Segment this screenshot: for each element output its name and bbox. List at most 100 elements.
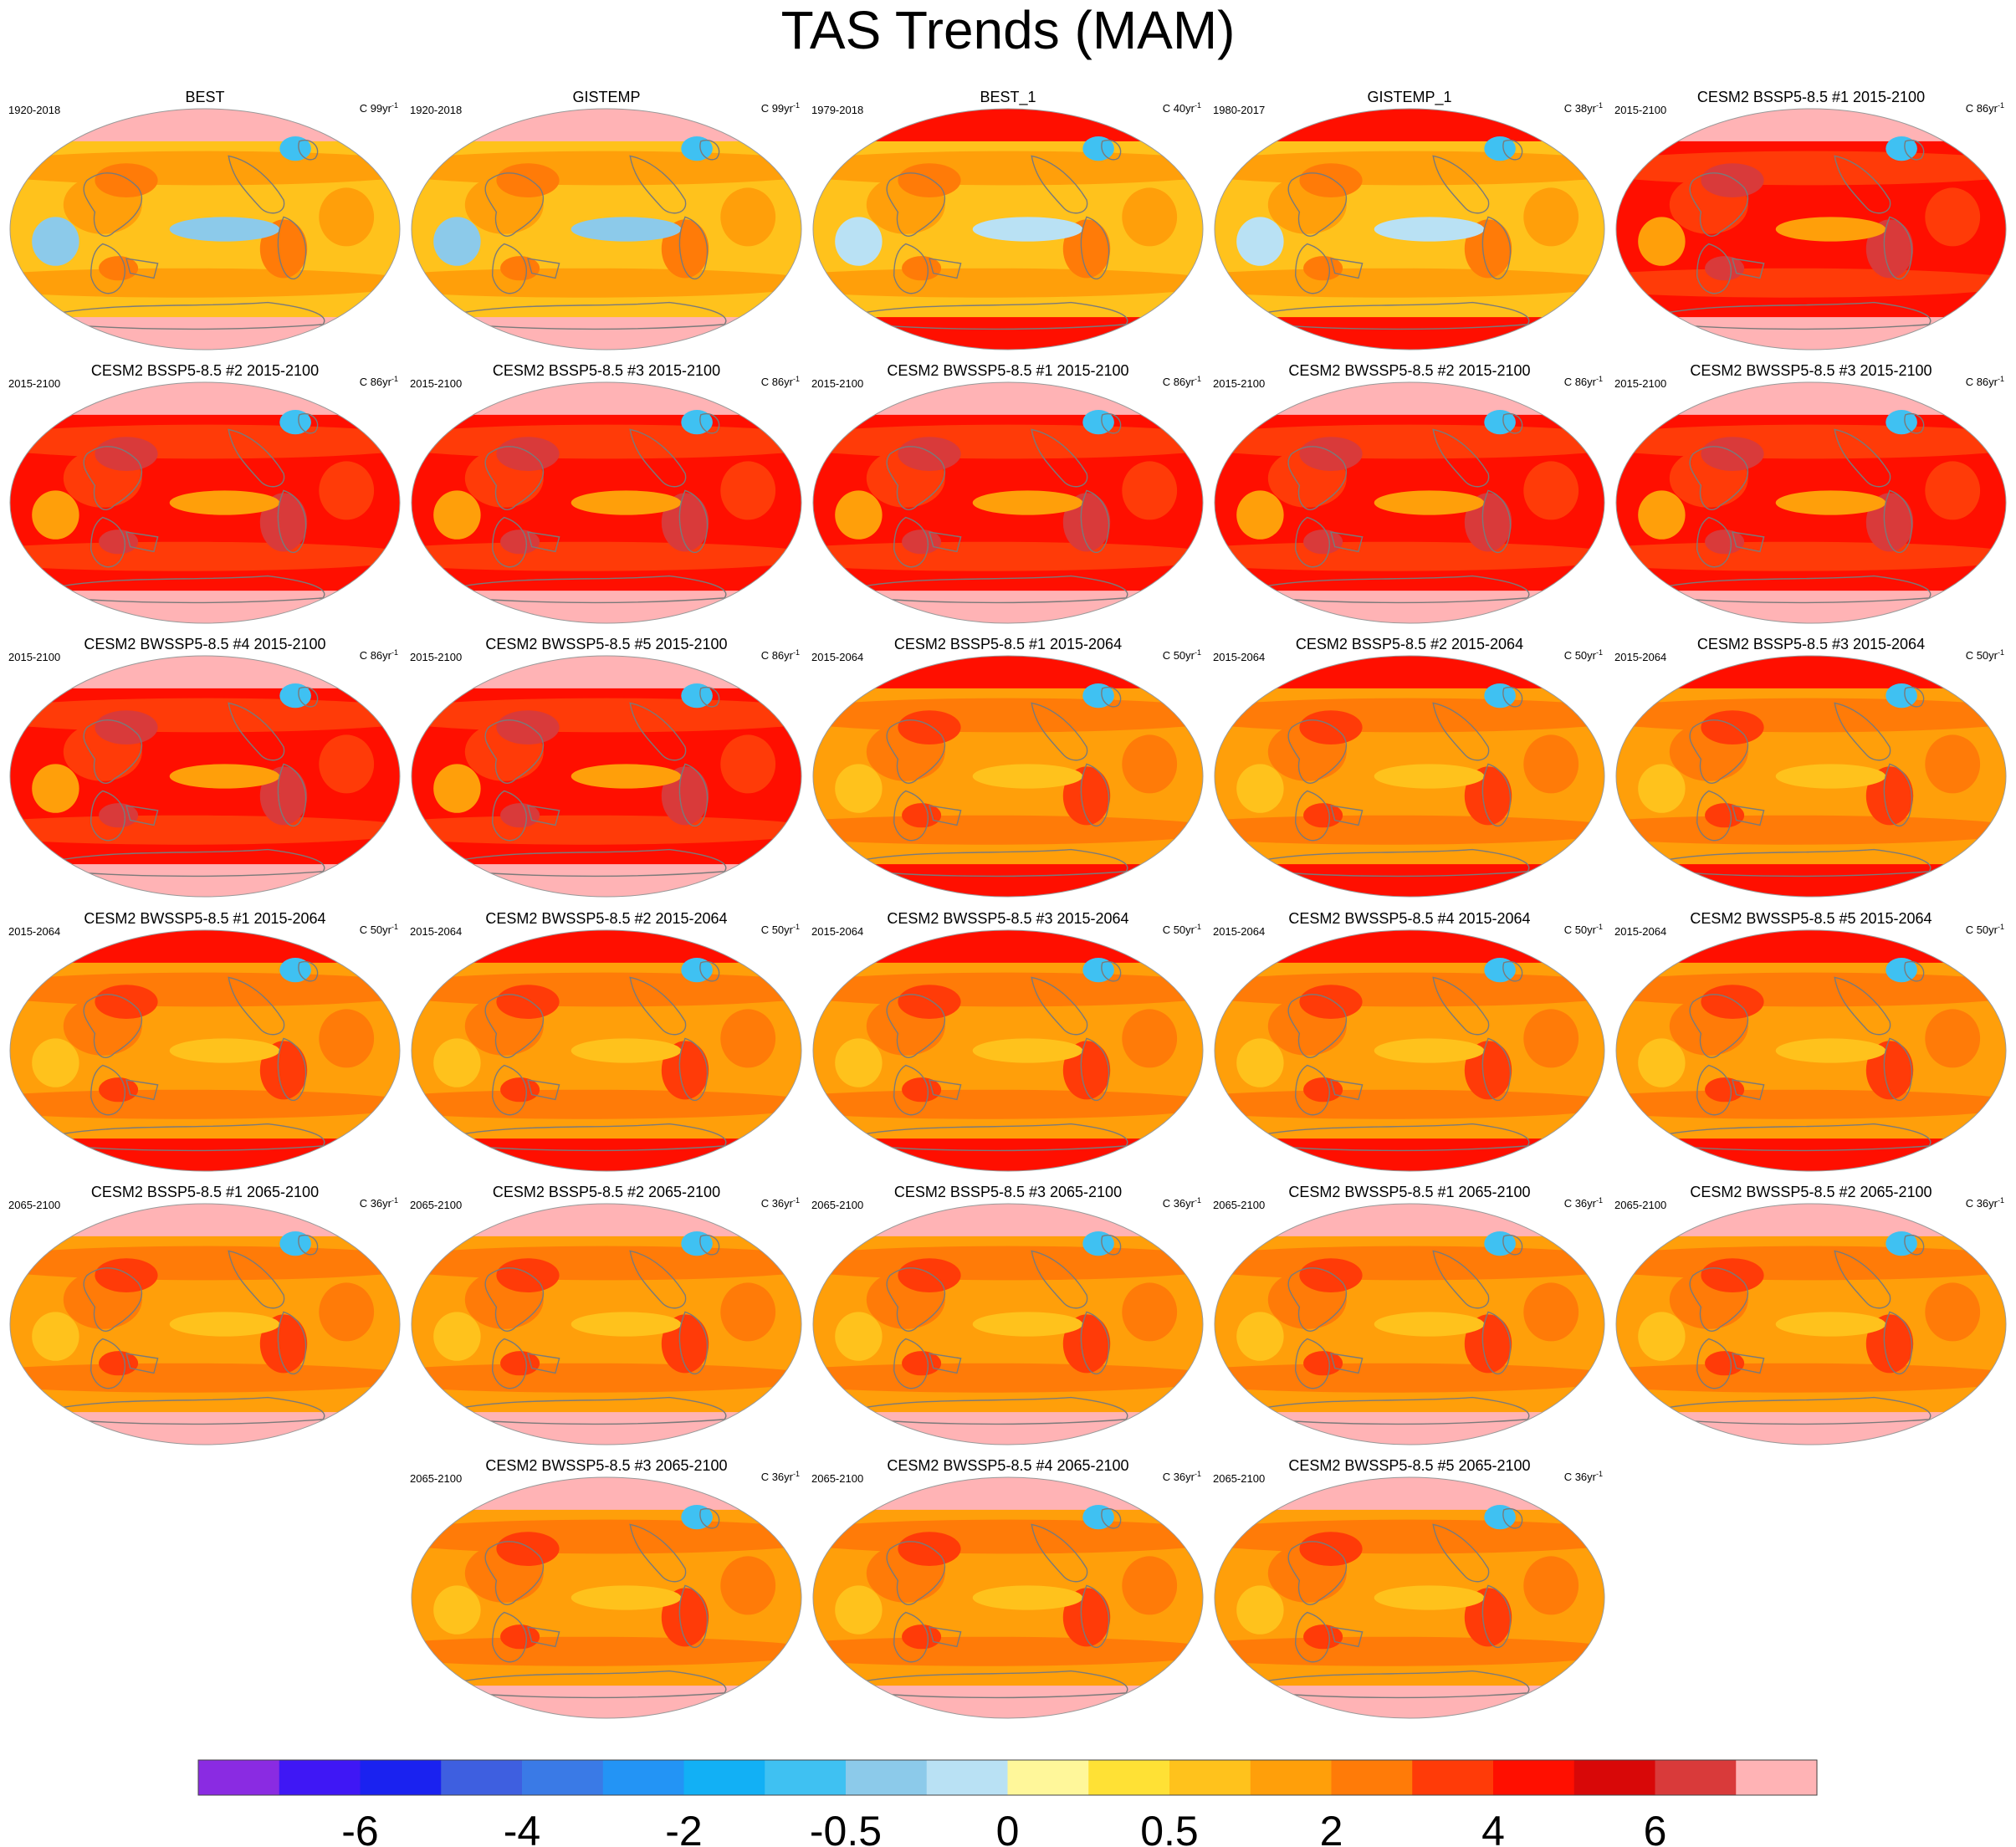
panel-units: C 50yr-1 bbox=[761, 923, 800, 936]
field-region bbox=[1299, 163, 1363, 197]
arctic-region bbox=[10, 930, 400, 963]
coastline bbox=[894, 1339, 929, 1389]
coastline bbox=[1834, 1251, 1890, 1307]
panel-period: 2015-2100 bbox=[8, 377, 60, 390]
coastlines bbox=[465, 414, 726, 603]
panel-title: CESM2 BSSP5-8.5 #1 2015-2100 bbox=[1697, 89, 1925, 105]
field-region bbox=[433, 217, 481, 266]
colorbar-segment bbox=[1493, 1760, 1575, 1795]
field-region bbox=[1705, 256, 1745, 281]
units-exponent: -1 bbox=[793, 1470, 800, 1478]
field-band bbox=[1616, 1246, 2006, 1281]
map-field bbox=[813, 109, 1203, 350]
map-outline bbox=[812, 1203, 1204, 1445]
field-region bbox=[720, 1009, 776, 1068]
map-field bbox=[1616, 109, 2006, 350]
field-band bbox=[412, 1519, 801, 1554]
coastline bbox=[679, 1312, 707, 1374]
field-band bbox=[1215, 541, 1604, 571]
panel-period: 2015-2100 bbox=[1614, 377, 1666, 390]
antarctic-region bbox=[10, 1138, 400, 1171]
coastline bbox=[493, 1066, 527, 1115]
coastline bbox=[929, 806, 961, 825]
coastlines bbox=[64, 141, 325, 330]
coastline bbox=[1081, 764, 1108, 826]
field-region bbox=[319, 461, 375, 520]
field-region bbox=[1299, 437, 1363, 471]
antarctic-region bbox=[813, 1138, 1203, 1171]
map-outline bbox=[411, 108, 802, 350]
coastline bbox=[1268, 850, 1529, 877]
map-panel: CESM2 BWSSP5-8.5 #1 2065-2100 2065-2100 C … bbox=[1213, 1184, 1605, 1445]
coastlines bbox=[1268, 688, 1529, 877]
field-region bbox=[1122, 1282, 1178, 1342]
map-panel: CESM2 BWSSP5-8.5 #5 2015-2100 2015-2100 C … bbox=[410, 636, 802, 898]
map-panel: CESM2 BWSSP5-8.5 #3 2015-2064 2015-2064 C … bbox=[811, 910, 1204, 1172]
coastlines bbox=[64, 688, 325, 877]
coastlines bbox=[867, 414, 1128, 603]
field-band bbox=[10, 1363, 400, 1393]
coastline bbox=[1031, 156, 1087, 212]
arctic-region bbox=[813, 109, 1203, 141]
panel-period: 1920-2018 bbox=[410, 104, 462, 116]
field-band bbox=[1215, 698, 1604, 733]
coastline bbox=[867, 1671, 1128, 1698]
colorbar-segment bbox=[441, 1760, 523, 1795]
coastline bbox=[1482, 1038, 1510, 1100]
field-band bbox=[1215, 815, 1604, 845]
coastline bbox=[228, 429, 284, 486]
coastlines bbox=[867, 141, 1128, 330]
map-outline bbox=[411, 1203, 802, 1445]
panel-units: C 36yr-1 bbox=[1564, 1196, 1603, 1210]
panel-title: CESM2 BWSSP5-8.5 #1 2015-2064 bbox=[84, 910, 325, 927]
coastline bbox=[700, 1236, 719, 1255]
colorbar-frame bbox=[197, 1759, 1818, 1796]
arctic-region bbox=[813, 656, 1203, 688]
map-outline bbox=[1615, 1203, 2007, 1445]
panel-title: CESM2 BSSP5-8.5 #1 2065-2100 bbox=[91, 1184, 319, 1200]
antarctic-region bbox=[1215, 1412, 1604, 1445]
coastline bbox=[1503, 1509, 1522, 1528]
units-exponent: -1 bbox=[1195, 1470, 1201, 1478]
coastline bbox=[91, 244, 125, 294]
panel-period: 2015-2100 bbox=[1614, 104, 1666, 116]
field-region bbox=[1775, 764, 1886, 789]
coastline bbox=[1268, 1671, 1529, 1698]
coastline bbox=[1905, 1236, 1924, 1255]
coastline bbox=[1697, 244, 1732, 294]
coastline bbox=[1690, 173, 1747, 237]
units-exponent: -1 bbox=[391, 375, 398, 383]
field-band bbox=[10, 541, 400, 571]
field-region bbox=[1701, 437, 1764, 471]
field-band bbox=[1616, 151, 2006, 186]
coastline bbox=[485, 173, 543, 237]
map-panel: CESM2 BSSP5-8.5 #3 2015-2064 2015-2064 C 5… bbox=[1614, 636, 2007, 898]
coastline bbox=[894, 244, 929, 294]
field-region bbox=[835, 1312, 883, 1361]
panel-units: C 36yr-1 bbox=[761, 1470, 800, 1483]
coastline bbox=[1031, 429, 1087, 486]
panel-title: CESM2 BSSP5-8.5 #1 2015-2064 bbox=[894, 636, 1122, 652]
panel-units: C 99yr-1 bbox=[761, 101, 800, 115]
coastline bbox=[84, 173, 141, 237]
antarctic-region bbox=[412, 317, 801, 350]
coastline bbox=[84, 447, 141, 510]
coastline bbox=[465, 576, 726, 603]
field-region bbox=[898, 437, 961, 471]
coastline bbox=[929, 532, 961, 551]
field-band bbox=[10, 1246, 400, 1281]
field-band bbox=[813, 541, 1203, 571]
map-panel: CESM2 BWSSP5-8.5 #2 2065-2100 2065-2100 C … bbox=[1614, 1184, 2007, 1445]
field-region bbox=[1925, 187, 1981, 247]
coastline bbox=[1296, 1613, 1330, 1662]
cold-spot bbox=[1886, 1231, 1917, 1256]
panel-title: CESM2 BWSSP5-8.5 #5 2065-2100 bbox=[1288, 1457, 1530, 1474]
field-band bbox=[1616, 424, 2006, 459]
field-region bbox=[898, 1258, 961, 1292]
field-region bbox=[571, 217, 682, 242]
coastline bbox=[126, 532, 158, 551]
field-region bbox=[1236, 217, 1284, 266]
colorbar-segment bbox=[683, 1760, 765, 1795]
map-outline bbox=[1214, 108, 1605, 350]
field-region bbox=[1701, 710, 1764, 744]
